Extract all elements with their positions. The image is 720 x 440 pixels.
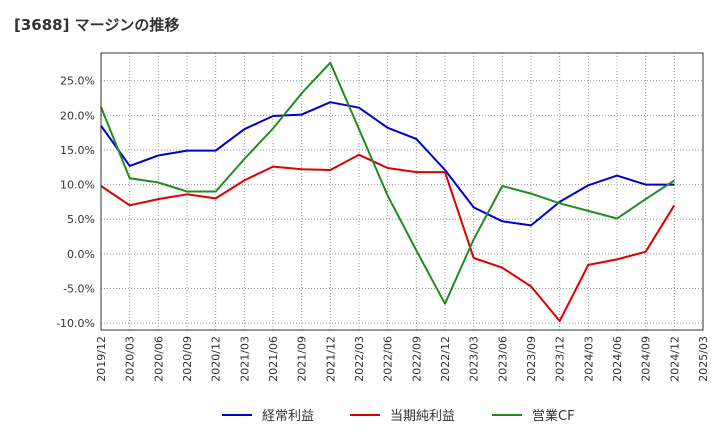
- x-tick-label: 2020/12: [210, 336, 223, 382]
- y-tick-label: 5.0%: [67, 213, 95, 226]
- x-tick-label: 2020/06: [152, 336, 165, 382]
- x-tick-label: 2022/03: [353, 336, 366, 382]
- x-tick-label: 2022/06: [382, 336, 395, 382]
- series-line-1: [100, 153, 676, 322]
- x-tick-label: 2023/03: [468, 336, 481, 382]
- x-tick-label: 2022/12: [439, 336, 452, 382]
- x-tick-label: 2020/09: [181, 336, 194, 382]
- x-tick-label: 2025/03: [697, 336, 710, 382]
- x-tick-label: 2021/03: [238, 336, 251, 382]
- chart-title: [3688] マージンの推移: [14, 16, 180, 34]
- x-tick-label: 2023/12: [554, 336, 567, 382]
- x-tick-label: 2023/09: [525, 336, 538, 382]
- y-tick-label: 10.0%: [60, 179, 95, 192]
- legend-label-1: 当期純利益: [390, 409, 455, 424]
- y-axis-ticks: 25.0% 20.0% 15.0% 10.0% 5.0% 0.0% -5.0% -10.0%: [56, 75, 95, 330]
- series-line-0: [100, 101, 675, 227]
- x-tick-label: 2024/03: [582, 336, 595, 382]
- x-tick-label: 2020/03: [124, 336, 137, 382]
- x-tick-label: 2024/06: [611, 336, 624, 382]
- y-tick-label: 25.0%: [60, 75, 95, 88]
- legend: 経常利益 当期純利益 営業CF: [222, 408, 575, 424]
- legend-label-2: 営業CF: [532, 408, 575, 424]
- x-axis-ticks: 2019/12 2020/03 2020/06 2020/09 2020/12 2021/…: [95, 336, 710, 382]
- plot-frame: [100, 52, 704, 331]
- x-tick-label: 2019/12: [95, 336, 108, 382]
- x-tick-label: 2021/06: [267, 336, 280, 382]
- chart-grid: [100, 53, 704, 330]
- y-tick-label: 15.0%: [60, 144, 95, 157]
- y-tick-label: -10.0%: [56, 317, 95, 330]
- y-tick-label: -5.0%: [63, 282, 95, 295]
- legend-label-0: 経常利益: [262, 409, 314, 424]
- x-tick-label: 2024/12: [668, 336, 681, 382]
- y-tick-label: 0.0%: [67, 248, 95, 261]
- x-tick-label: 2024/09: [640, 336, 653, 382]
- series-line-2: [100, 61, 675, 305]
- x-tick-label: 2021/12: [324, 336, 337, 382]
- x-tick-label: 2023/06: [496, 336, 509, 382]
- x-tick-label: 2022/09: [410, 336, 423, 382]
- y-tick-label: 20.0%: [60, 109, 95, 122]
- series-lines: [100, 61, 676, 322]
- x-tick-label: 2021/09: [296, 336, 309, 382]
